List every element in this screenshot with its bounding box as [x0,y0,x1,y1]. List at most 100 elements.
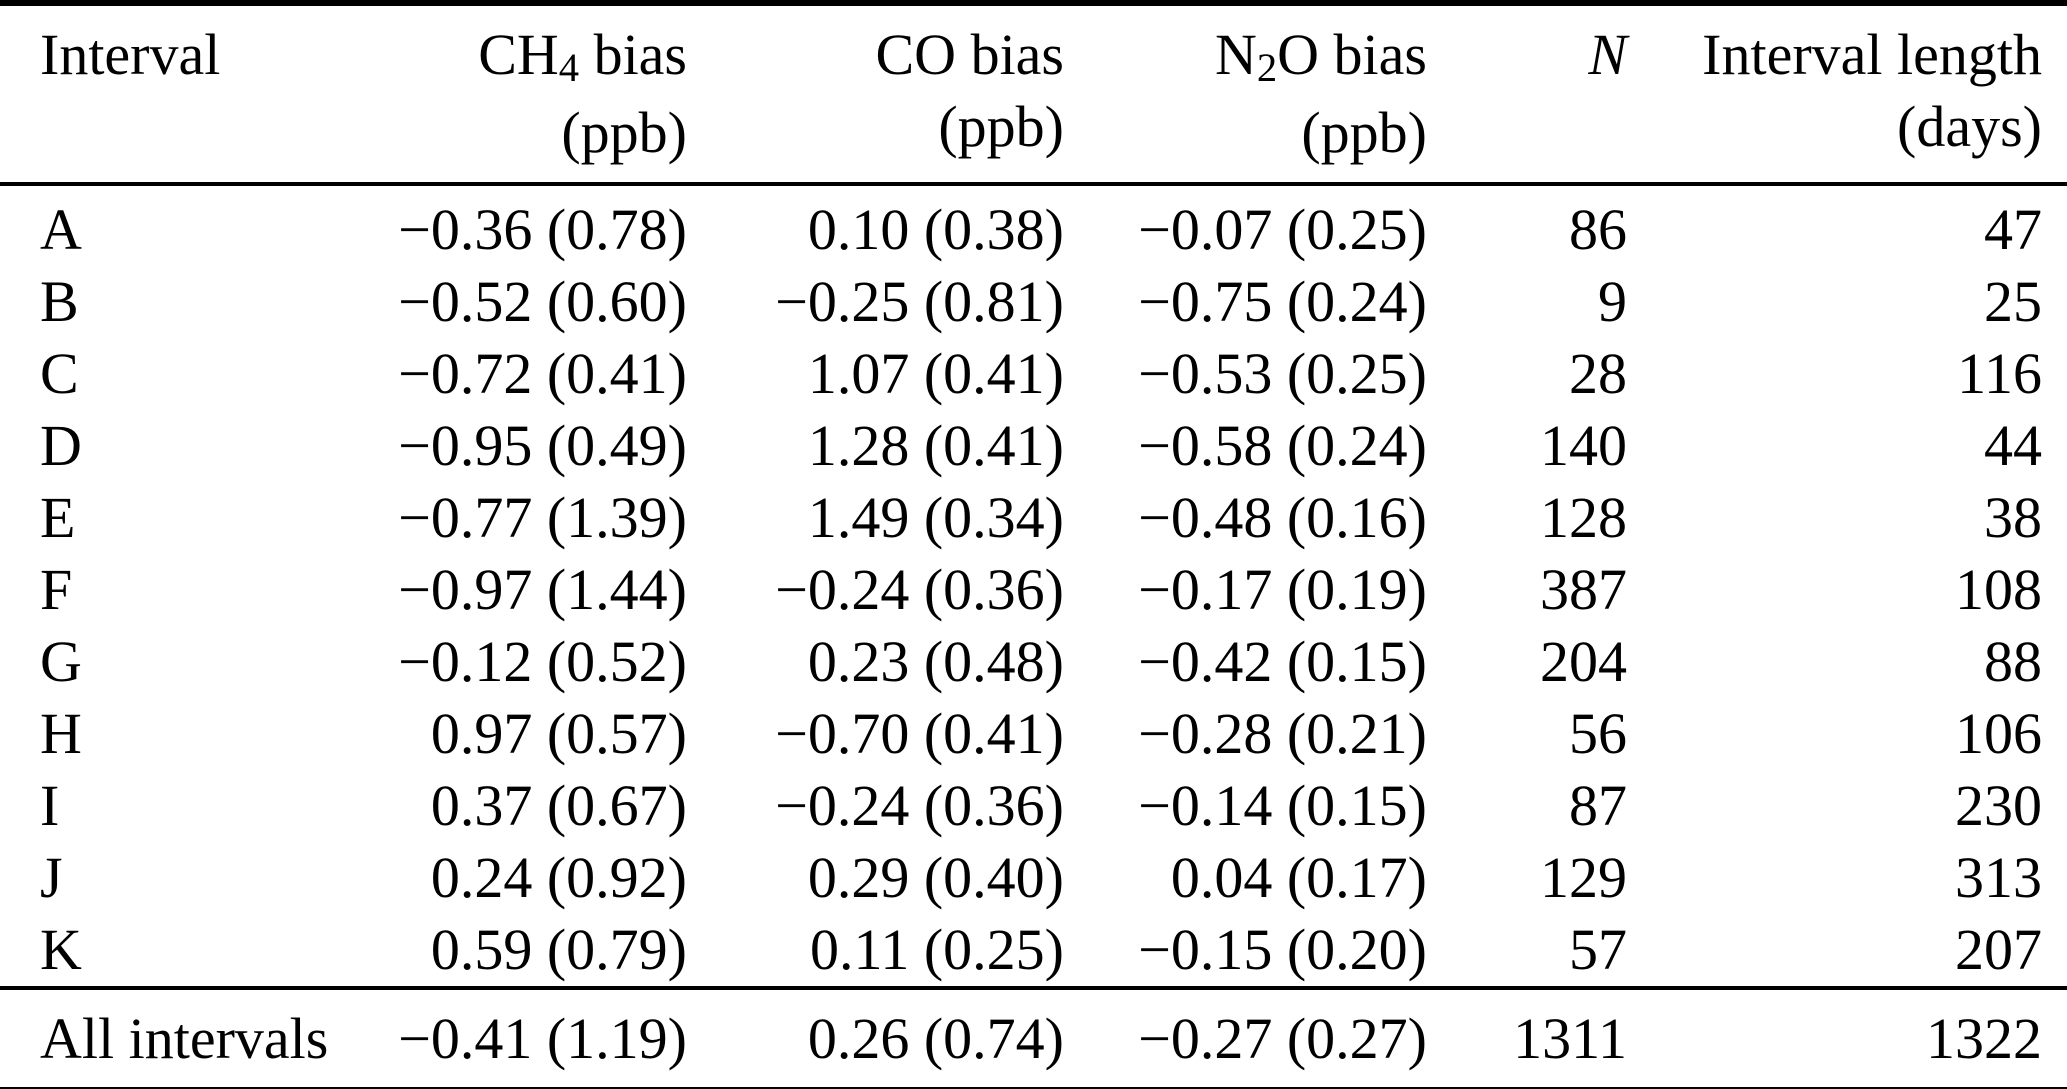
table-row: D −0.95 (0.49) 1.28 (0.41) −0.58 (0.24) … [0,410,2067,482]
table-footer: All intervals −0.41 (1.19) 0.26 (0.74) −… [0,988,2067,1089]
interval-length-cell: 44 [1984,413,2042,478]
interval-length-cell: 106 [1955,701,2042,766]
header-ch4-label: CH4 bias [478,22,687,91]
co-bias-cell: 1.07 (0.41) [807,341,1064,406]
n2o-bias-cell: −0.58 (0.24) [1138,413,1427,478]
n-count-cell: 140 [1540,413,1627,478]
co-bias-cell: 0.23 (0.48) [807,629,1064,694]
interval-length-cell: 108 [1955,557,2042,622]
interval-length-cell: 207 [1955,917,2042,982]
n2o-subscript: 2 [1256,45,1278,91]
interval-length-cell: 88 [1984,629,2042,694]
n-count-cell: 387 [1540,557,1627,622]
interval-length-cell: 38 [1984,485,2042,550]
table-row: J 0.24 (0.92) 0.29 (0.40) 0.04 (0.17) 12… [0,842,2067,914]
n-count-cell: 87 [1569,773,1627,838]
n-count-cell: 56 [1569,701,1627,766]
n2o-bias-cell: −0.53 (0.25) [1138,341,1427,406]
co-bias-cell: 0.10 (0.38) [807,197,1064,262]
header-length-unit: (days) [1897,94,2042,159]
n-count-cell: 128 [1540,485,1627,550]
interval-length-cell: 313 [1955,845,2042,910]
table-row: C −0.72 (0.41) 1.07 (0.41) −0.53 (0.25) … [0,338,2067,410]
footer-ch4-bias-cell: −0.41 (1.19) [398,1006,687,1071]
n-count-cell: 9 [1598,269,1627,334]
co-bias-cell: 0.29 (0.40) [807,845,1064,910]
n2o-bias-cell: −0.07 (0.25) [1138,197,1427,262]
footer-interval-cell: All intervals [40,1006,329,1071]
interval-length-cell: 47 [1984,197,2042,262]
interval-cell: H [40,701,82,766]
table-body: A −0.36 (0.78) 0.10 (0.38) −0.07 (0.25) … [0,184,2067,988]
table-row: G −0.12 (0.52) 0.23 (0.48) −0.42 (0.15) … [0,626,2067,698]
table-row: B −0.52 (0.60) −0.25 (0.81) −0.75 (0.24)… [0,266,2067,338]
table-row: F −0.97 (1.44) −0.24 (0.36) −0.17 (0.19)… [0,554,2067,626]
header-ch4-bias: CH4 bias (ppb) [395,3,687,184]
table-row: I 0.37 (0.67) −0.24 (0.36) −0.14 (0.15) … [0,770,2067,842]
ch4-bias-cell: 0.97 (0.57) [430,701,687,766]
footer-co-bias-cell: 0.26 (0.74) [807,1006,1064,1071]
n2o-bias-cell: −0.28 (0.21) [1138,701,1427,766]
ch4-bias-cell: −0.52 (0.60) [398,269,687,334]
header-co-bias: CO bias (ppb) [687,3,1065,184]
n2o-bias-cell: −0.75 (0.24) [1138,269,1427,334]
n-count-cell: 86 [1569,197,1627,262]
co-bias-cell: 1.49 (0.34) [807,485,1064,550]
co-bias-cell: 1.28 (0.41) [807,413,1064,478]
interval-cell: J [40,845,63,910]
footer-row: All intervals −0.41 (1.19) 0.26 (0.74) −… [0,988,2067,1089]
co-bias-cell: −0.25 (0.81) [775,269,1064,334]
interval-length-cell: 230 [1955,773,2042,838]
interval-cell: A [40,197,82,262]
n-count-cell: 129 [1540,845,1627,910]
table-row: H 0.97 (0.57) −0.70 (0.41) −0.28 (0.21) … [0,698,2067,770]
ch4-bias-cell: 0.37 (0.67) [430,773,687,838]
ch4-bias-cell: −0.77 (1.39) [398,485,687,550]
n2o-bias-cell: −0.14 (0.15) [1138,773,1427,838]
header-interval-length: Interval length (days) [1627,3,2067,184]
interval-cell: K [40,917,82,982]
ch4-bias-cell: −0.72 (0.41) [398,341,687,406]
header-n-count: N [1427,3,1627,184]
interval-cell: G [40,629,82,694]
ch4-bias-cell: −0.95 (0.49) [398,413,687,478]
header-n2o-bias: N2O bias (ppb) [1064,3,1427,184]
header-length-label: Interval length [1702,22,2042,87]
table-row: E −0.77 (1.39) 1.49 (0.34) −0.48 (0.16) … [0,482,2067,554]
header-row: Interval CH4 bias (ppb) CO bias (ppb) N2… [0,3,2067,184]
header-interval: Interval [0,3,395,184]
n2o-bias-cell: −0.48 (0.16) [1138,485,1427,550]
footer-interval-length-cell: 1322 [1926,1006,2042,1071]
ch4-bias-cell: −0.36 (0.78) [398,197,687,262]
header-n2o-label: N2O bias [1214,22,1427,91]
interval-cell: C [40,341,79,406]
n2o-bias-cell: −0.42 (0.15) [1138,629,1427,694]
n-count-cell: 57 [1569,917,1627,982]
ch4-bias-cell: 0.24 (0.92) [430,845,687,910]
co-bias-cell: −0.24 (0.36) [775,557,1064,622]
footer-n2o-bias-cell: −0.27 (0.27) [1138,1006,1427,1071]
header-co-label: CO bias [875,22,1065,87]
interval-cell: D [40,413,82,478]
header-interval-label: Interval [40,22,221,87]
table-row: A −0.36 (0.78) 0.10 (0.38) −0.07 (0.25) … [0,184,2067,266]
co-bias-cell: −0.70 (0.41) [775,701,1064,766]
interval-cell: F [40,557,73,622]
interval-cell: B [40,269,79,334]
ch4-bias-cell: 0.59 (0.79) [430,917,687,982]
n2o-bias-cell: 0.04 (0.17) [1170,845,1427,910]
ch4-bias-cell: −0.12 (0.52) [398,629,687,694]
n2o-bias-cell: −0.17 (0.19) [1138,557,1427,622]
ch4-subscript: 4 [558,45,580,91]
co-bias-cell: 0.11 (0.25) [810,917,1064,982]
n2o-bias-cell: −0.15 (0.20) [1138,917,1427,982]
interval-cell: I [40,773,60,838]
header-co-unit: (ppb) [938,94,1064,159]
interval-length-cell: 116 [1957,341,2042,406]
header-n-label: N [1588,22,1627,87]
footer-n-count-cell: 1311 [1513,1006,1627,1071]
interval-length-cell: 25 [1984,269,2042,334]
interval-cell: E [40,485,76,550]
